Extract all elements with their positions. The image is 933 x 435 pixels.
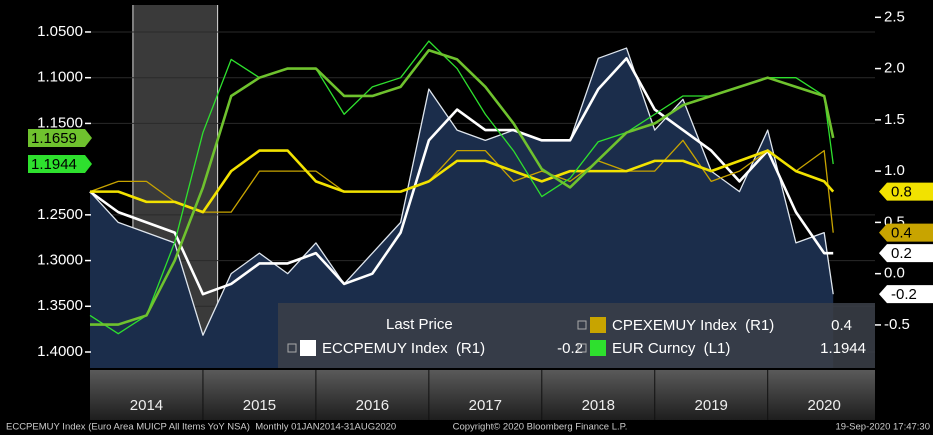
last-value-label: 0.4	[891, 225, 912, 242]
last-value-box	[879, 285, 933, 304]
y2-tick-label: 2.5	[884, 8, 905, 25]
x-tick-label: 2015	[243, 397, 276, 414]
footer-center: Copyright© 2020 Bloomberg Finance L.P.	[453, 422, 628, 433]
series-line	[89, 139, 834, 233]
last-value-box	[879, 244, 933, 263]
x-tick-label: 2014	[130, 397, 163, 414]
y-tick-label: 1.1000	[37, 69, 83, 86]
y-tick-label: 1.3000	[37, 252, 83, 269]
x-tick-label: 2017	[469, 397, 502, 414]
last-value-label: 1.1659	[31, 130, 77, 147]
series-line	[90, 48, 835, 326]
legend-expander	[287, 343, 297, 353]
legend-expander	[577, 343, 587, 353]
x-tick-label: 2020	[807, 397, 840, 414]
legend-value: 0.4	[831, 317, 852, 334]
footer-left: ECCPEMUY Index (Euro Area MUICP All Item…	[6, 422, 396, 433]
legend-expander	[577, 320, 587, 330]
y-tick-label: 1.0500	[37, 23, 83, 40]
x-tick-label: 2019	[695, 397, 728, 414]
last-value-label: 1.1944	[31, 156, 77, 173]
y-tick-label: 1.4000	[37, 343, 83, 360]
legend-swatch	[590, 317, 606, 333]
legend-title: Last Price	[386, 316, 453, 333]
series-line	[89, 47, 834, 336]
last-value-label: 0.8	[891, 184, 912, 201]
y-tick-label: 1.3500	[37, 297, 83, 314]
last-value-label: -0.2	[891, 286, 917, 303]
y2-tick-label: -0.5	[884, 316, 910, 333]
legend-swatch	[590, 340, 606, 356]
last-value-label: 0.2	[891, 245, 912, 262]
legend-label: EUR Curncy (L1)	[612, 340, 730, 357]
last-value-box	[28, 128, 92, 147]
series-area	[90, 48, 834, 368]
legend-label: CPEXEMUY Index (R1)	[612, 317, 774, 334]
series-line	[90, 149, 835, 214]
legend-label: ECCPEMUY Index (R1)	[322, 340, 485, 357]
last-value-box	[28, 155, 92, 174]
last-value-box	[879, 182, 933, 201]
y2-tick-label: 1.0	[884, 162, 905, 179]
y2-tick-label: 1.5	[884, 111, 905, 128]
y-tick-label: 1.2500	[37, 206, 83, 223]
legend-swatch	[300, 340, 316, 356]
last-value-box	[879, 223, 933, 242]
x-tick-label: 2016	[356, 397, 389, 414]
legend-value: 1.1944	[820, 340, 866, 357]
x-axis-band	[90, 370, 875, 420]
y-tick-label: 1.1500	[37, 114, 83, 131]
legend-value: -0.2	[557, 340, 583, 357]
x-tick-label: 2018	[582, 397, 615, 414]
footer-right: 19-Sep-2020 17:47:30	[835, 422, 930, 433]
y2-tick-label: 2.0	[884, 60, 905, 77]
y2-tick-label: 0.0	[884, 265, 905, 282]
legend-box	[278, 303, 875, 368]
